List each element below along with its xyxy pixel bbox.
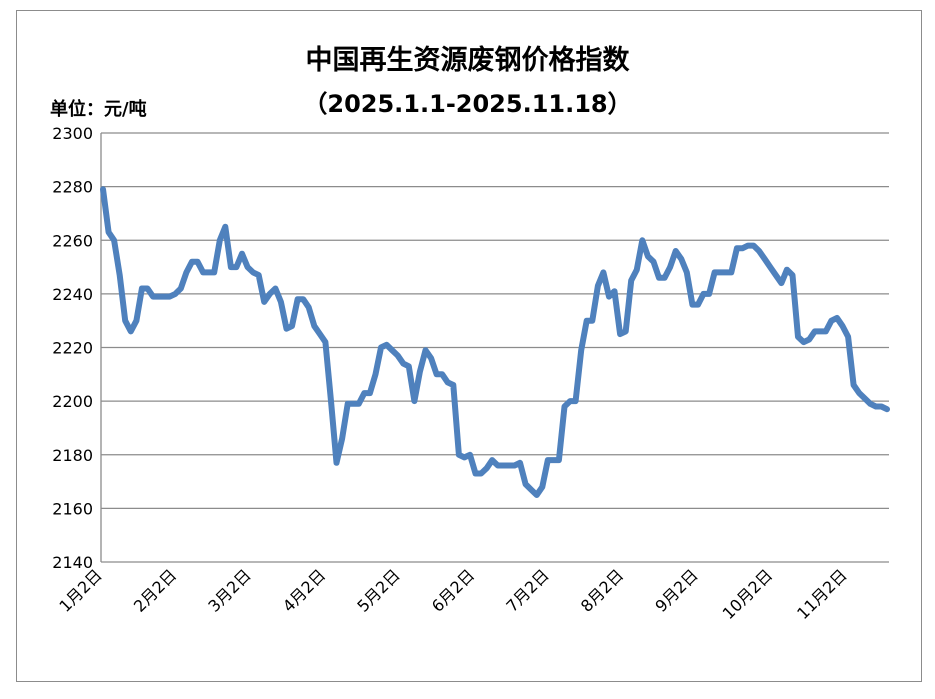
x-tick-label: 3月2日 bbox=[204, 565, 254, 615]
x-tick-label: 4月2日 bbox=[279, 565, 329, 615]
y-tick-label: 2300 bbox=[52, 124, 93, 143]
x-tick-label: 9月2日 bbox=[651, 565, 701, 615]
y-tick-label: 2240 bbox=[52, 285, 93, 304]
y-tick-label: 2260 bbox=[52, 231, 93, 250]
y-tick-label: 2280 bbox=[52, 178, 93, 197]
chart-subtitle: （2025.1.1-2025.11.18） bbox=[303, 90, 632, 118]
unit-label: 单位：元/吨 bbox=[50, 99, 147, 120]
x-tick-label: 8月2日 bbox=[577, 565, 627, 615]
chart-title: 中国再生资源废钢价格指数 bbox=[305, 45, 630, 76]
y-tick-label: 2160 bbox=[52, 499, 93, 518]
x-tick-label: 11月2日 bbox=[793, 565, 851, 623]
chart-frame bbox=[16, 10, 922, 682]
x-tick-label: 5月2日 bbox=[353, 565, 403, 615]
x-tick-label: 6月2日 bbox=[428, 565, 478, 615]
series-line bbox=[100, 186, 890, 498]
x-tick-label: 1月2日 bbox=[55, 565, 105, 615]
y-tick-label: 2200 bbox=[52, 392, 93, 411]
y-tick-label: 2180 bbox=[52, 446, 93, 465]
y-tick-label: 2220 bbox=[52, 339, 93, 358]
y-tick-label: 2140 bbox=[52, 553, 93, 572]
x-tick-label: 2月2日 bbox=[130, 565, 180, 615]
x-tick-label: 10月2日 bbox=[719, 565, 777, 623]
x-tick-label: 7月2日 bbox=[502, 565, 552, 615]
